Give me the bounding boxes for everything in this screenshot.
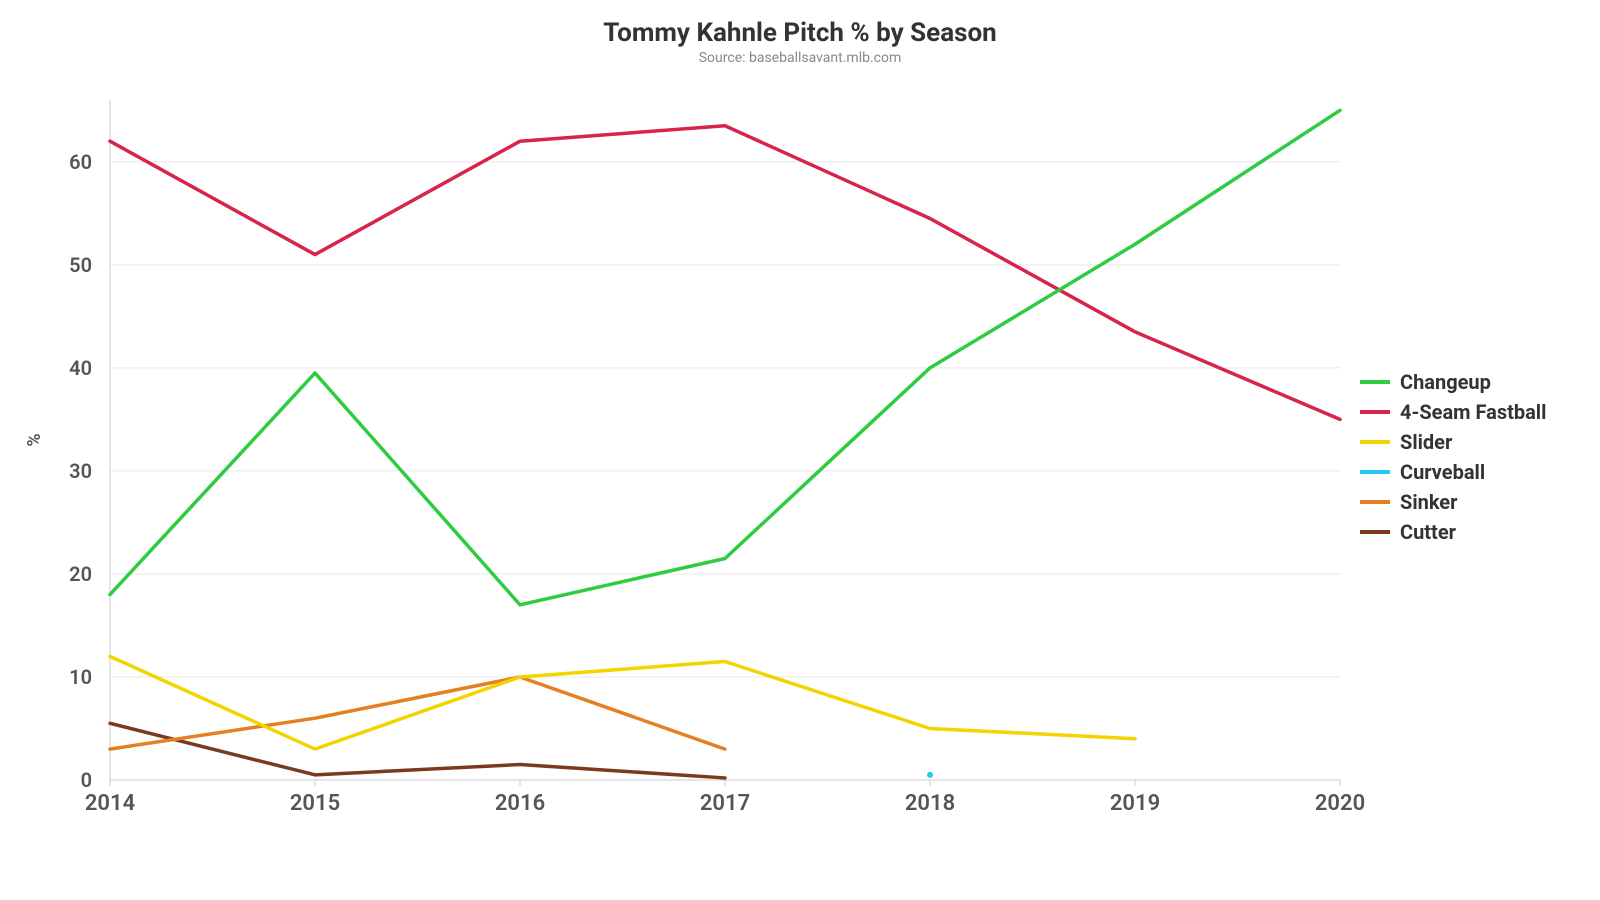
legend: Changeup 4-Seam Fastball Slider Curveball Si…: [1360, 370, 1546, 544]
legend-item: Slider: [1360, 430, 1546, 454]
y-tick-label: 40: [69, 356, 92, 380]
legend-item: 4-Seam Fastball: [1360, 400, 1546, 424]
legend-swatch: [1360, 500, 1390, 504]
legend-swatch: [1360, 410, 1390, 414]
legend-swatch: [1360, 380, 1390, 384]
legend-label: 4-Seam Fastball: [1400, 400, 1546, 424]
y-tick-label: 20: [69, 562, 92, 586]
x-tick-label: 2017: [700, 791, 750, 816]
series-line: [110, 126, 1340, 420]
series-line: [110, 723, 725, 778]
legend-label: Sinker: [1400, 490, 1457, 514]
series-line: [110, 656, 1135, 749]
x-tick-label: 2016: [495, 791, 545, 816]
legend-item: Cutter: [1360, 520, 1546, 544]
legend-item: Sinker: [1360, 490, 1546, 514]
legend-item: Changeup: [1360, 370, 1546, 394]
x-tick-label: 2020: [1315, 791, 1365, 816]
legend-label: Cutter: [1400, 520, 1456, 544]
legend-label: Slider: [1400, 430, 1452, 454]
x-tick-label: 2018: [905, 791, 955, 816]
x-tick-label: 2019: [1110, 791, 1160, 816]
legend-swatch: [1360, 440, 1390, 444]
y-tick-label: 60: [69, 150, 92, 174]
y-tick-label: 10: [69, 665, 92, 689]
legend-swatch: [1360, 470, 1390, 474]
y-axis-label: %: [24, 433, 45, 446]
x-tick-label: 2014: [85, 791, 135, 816]
x-tick-label: 2015: [290, 791, 340, 816]
y-tick-label: 50: [69, 253, 92, 277]
legend-label: Changeup: [1400, 370, 1491, 394]
series-line: [110, 110, 1340, 605]
legend-label: Curveball: [1400, 460, 1485, 484]
legend-swatch: [1360, 530, 1390, 534]
legend-item: Curveball: [1360, 460, 1546, 484]
y-tick-label: 30: [69, 459, 92, 483]
y-tick-label: 0: [81, 768, 92, 792]
series-point: [927, 772, 933, 778]
